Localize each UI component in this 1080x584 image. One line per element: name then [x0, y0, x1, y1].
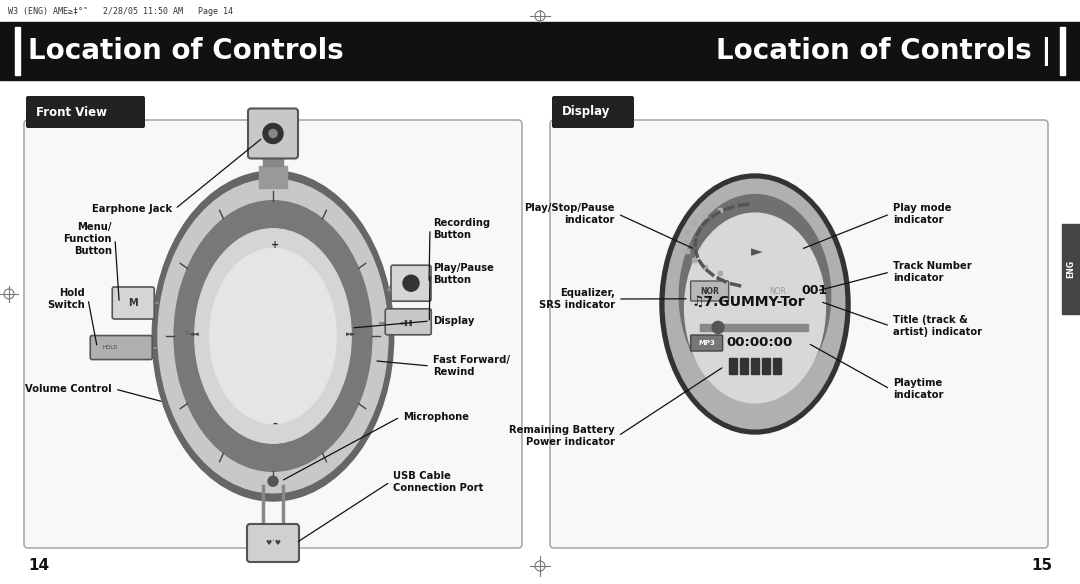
Text: MP3: MP3 — [698, 340, 715, 346]
FancyBboxPatch shape — [550, 120, 1048, 548]
Text: ►►: ►► — [346, 331, 356, 337]
Text: 00:00:00: 00:00:00 — [727, 336, 793, 349]
FancyBboxPatch shape — [386, 309, 431, 335]
Circle shape — [264, 123, 283, 144]
FancyBboxPatch shape — [26, 96, 145, 128]
Text: Play mode
indicator: Play mode indicator — [893, 203, 951, 225]
Bar — [1062, 224, 1080, 314]
Text: NOR: NOR — [700, 287, 719, 296]
FancyBboxPatch shape — [690, 281, 729, 301]
Text: Play/Pause
Button: Play/Pause Button — [433, 263, 494, 285]
FancyBboxPatch shape — [24, 120, 522, 548]
Text: Title (track &
artist) indicator: Title (track & artist) indicator — [893, 315, 982, 337]
Text: Front View: Front View — [36, 106, 107, 119]
Bar — [0, 0, 1080, 22]
FancyBboxPatch shape — [112, 287, 154, 319]
Text: Display: Display — [562, 106, 610, 119]
Text: Hold
Switch: Hold Switch — [48, 288, 85, 310]
Ellipse shape — [679, 194, 831, 397]
Bar — [0, 22, 1080, 80]
Ellipse shape — [665, 179, 845, 429]
Text: Remaining Battery
Power indicator: Remaining Battery Power indicator — [510, 425, 615, 447]
Text: ♥´♥: ♥´♥ — [265, 540, 281, 546]
Text: Earphone Jack: Earphone Jack — [92, 204, 172, 214]
Text: Microphone: Microphone — [403, 412, 469, 422]
Text: ✕: ✕ — [185, 332, 189, 336]
FancyBboxPatch shape — [552, 96, 634, 128]
Bar — [264, 155, 283, 165]
Text: –: – — [272, 419, 278, 429]
FancyBboxPatch shape — [690, 335, 723, 351]
Circle shape — [269, 130, 276, 137]
Text: ►▌▌: ►▌▌ — [401, 319, 416, 326]
Text: Play/Stop/Pause
indicator: Play/Stop/Pause indicator — [525, 203, 615, 225]
Text: 15: 15 — [1031, 558, 1052, 573]
Circle shape — [712, 321, 724, 333]
Text: ◄◄: ◄◄ — [189, 331, 200, 337]
Ellipse shape — [660, 174, 850, 434]
FancyBboxPatch shape — [247, 524, 299, 562]
Text: Display: Display — [433, 316, 474, 326]
Text: Fast Forward/
Rewind: Fast Forward/ Rewind — [433, 355, 510, 377]
FancyBboxPatch shape — [91, 336, 152, 360]
Bar — [761, 359, 770, 374]
Bar — [1059, 27, 1065, 75]
Text: ENG: ENG — [1067, 260, 1076, 278]
Text: NOR: NOR — [769, 287, 786, 296]
FancyBboxPatch shape — [391, 265, 431, 301]
Text: ♫7.GUMMY-Tor: ♫7.GUMMY-Tor — [691, 294, 806, 308]
Bar — [701, 324, 808, 331]
Text: Equalizer,
SRS indicator: Equalizer, SRS indicator — [539, 288, 615, 310]
Ellipse shape — [158, 179, 388, 493]
Circle shape — [268, 476, 278, 486]
Text: Volume Control: Volume Control — [25, 384, 112, 394]
Text: HOLD: HOLD — [103, 345, 118, 350]
Bar — [729, 359, 737, 374]
Bar — [772, 359, 781, 374]
Text: Recording
Button: Recording Button — [433, 218, 490, 240]
Text: Playtime
indicator: Playtime indicator — [893, 378, 944, 400]
Ellipse shape — [685, 213, 825, 403]
Ellipse shape — [194, 229, 351, 443]
Text: ►: ► — [751, 245, 762, 259]
Text: 14: 14 — [28, 558, 49, 573]
FancyBboxPatch shape — [248, 109, 298, 158]
Text: Menu/
Function
Button: Menu/ Function Button — [64, 223, 112, 256]
Ellipse shape — [174, 201, 372, 471]
Circle shape — [403, 275, 419, 291]
Bar — [740, 359, 747, 374]
Text: 001: 001 — [801, 284, 828, 297]
Text: Location of Controls: Location of Controls — [28, 37, 343, 65]
Text: W3 (ENG) AME≥‡°˜   2/28/05 11:50 AM   Page 14: W3 (ENG) AME≥‡°˜ 2/28/05 11:50 AM Page 1… — [8, 6, 233, 16]
Bar — [751, 359, 758, 374]
Text: Track Number
indicator: Track Number indicator — [893, 261, 972, 283]
Ellipse shape — [210, 249, 336, 423]
Bar — [259, 165, 287, 187]
Ellipse shape — [152, 171, 394, 501]
Text: M: M — [129, 298, 138, 308]
Text: +: + — [271, 240, 279, 251]
Text: USB Cable
Connection Port: USB Cable Connection Port — [393, 471, 484, 493]
Text: Location of Controls |: Location of Controls | — [716, 36, 1052, 65]
Bar — [15, 27, 21, 75]
